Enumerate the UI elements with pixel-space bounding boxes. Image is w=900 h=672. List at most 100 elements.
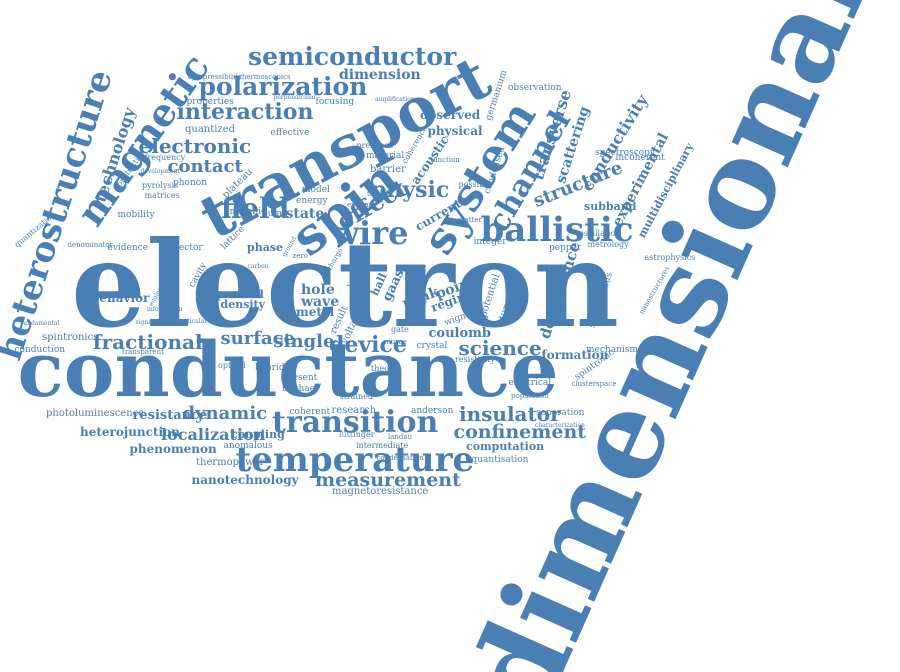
word-nanotechnology: nanotechnology [191,473,299,487]
word-matter: matter [458,215,482,224]
word-coherent: coherent [289,406,331,417]
word-observed: observed [420,108,481,122]
word-theory: theory [371,364,398,373]
word-integer: integer [473,236,507,247]
word-development: development [140,168,180,175]
word-thermoscopics: thermoscopics [239,72,291,81]
word-thermopower: thermopower [196,457,265,468]
word-energy: energy [296,195,328,206]
word-phenomenon: phenomenon [129,442,217,456]
word-properties: properties [186,96,234,107]
word-metal: metal [296,305,335,319]
word-polarization: polarization [198,71,368,101]
word-model: model [302,184,330,195]
word-presence: presence [356,141,394,150]
word-electron: electron [71,215,619,354]
word-information: information [147,306,183,313]
word-luttinger: luttinger [339,430,375,439]
word-frequency: frequency [144,153,186,162]
word-physical: physical [427,124,483,138]
word-oscillation: oscillation [579,229,621,238]
word-magnetoresistance: magnetoresistance [332,486,429,497]
word-behavior: behavior [91,291,150,305]
word-particular: particular [177,318,208,325]
word-hole: hole [301,282,335,298]
word-parallel: parallel [216,287,264,301]
word-transparent: transparent [122,347,164,356]
word-science: science [458,336,542,360]
word-fundamental: fundamental [21,320,60,327]
word-formation: formation [541,348,609,362]
word-transition: transition [272,405,439,440]
word-phase: phase [247,240,284,254]
word-intermediate: intermediate [356,441,409,450]
word-electronic: electronic [138,134,252,158]
word-dynamic: dynamic [182,403,268,424]
word-contact: contact [167,156,243,177]
word-electrical: electrical [508,377,552,388]
word-heterojunction: heterojunction [80,425,180,439]
word-incoherent: incoherent [615,152,665,163]
word-research: research [331,405,377,416]
word-mobility: mobility [117,209,155,220]
word-strained: strained [339,392,373,401]
word-wave: wave [301,294,340,310]
word-barrier: barrier [370,164,406,175]
word-function: function [430,155,460,164]
word-triplet: triplet [367,189,390,198]
word-photoluminescence: photoluminescence [46,408,145,419]
word-metrology: metrology [587,240,629,249]
word-pump: pump [262,208,288,219]
word-insulator: insulator [459,402,561,426]
word-computation: computation [466,439,545,453]
word-clusterspace: clusterspace [571,379,617,388]
word-conduction: conduction [14,344,66,355]
word-resistance: resistance [132,407,208,423]
word-zero: zero [292,251,308,260]
word-compressibility: compressibility [188,72,243,81]
word-spectroscopy: spectroscopy [595,147,656,158]
word-evidence: evidence [107,242,149,253]
word-material: material [366,150,405,161]
word-mechanism: mechanism [586,344,638,355]
word-characterization: characterization [535,422,585,429]
word-spintronics: spintronics [42,332,99,343]
word-inverse: inverse [219,319,242,326]
word-carbon: carbon [247,263,269,270]
word-density: density [220,297,266,311]
word-source: source [383,337,407,346]
word-observation: observation [508,82,562,93]
word-anomalous: anomalous [223,440,273,451]
word-hybrid: hybrid [255,362,285,373]
word-quantisation: quantisation [471,454,529,465]
word-separation: separation [536,407,585,418]
word-matrices: matrices [144,191,180,200]
word-optical: optical [218,361,246,370]
word-pepper: pepper [549,242,582,253]
word-condensation: condensation [376,453,424,462]
word-fractional: fractional [93,330,203,354]
word-exciton: exciton [347,200,373,209]
word-measurement: measurement [315,468,461,491]
word-wire: wire [331,214,409,252]
word-metallic: metallic [229,206,267,217]
word-confinement: confinement [453,420,587,443]
word-quantized: quantized [185,124,236,135]
word-michael: michael [282,383,318,394]
word-field: field [221,192,290,225]
word-focusing: focusing [315,96,355,107]
word-ballistic: ballistic [480,210,634,250]
word-perpendicular: perpendicular [273,94,317,101]
word-signature: signature [135,319,165,326]
word-bias: bias [292,263,308,272]
word-semiconductor: semiconductor [248,41,457,71]
word-landau: landau [388,432,413,441]
word-present: present [282,372,318,383]
word-dimension: dimension [339,67,421,83]
word-effective: effective [270,127,310,138]
word-single: single [273,331,335,352]
word-state: state [285,206,325,222]
word-anderson: anderson [411,405,454,416]
word-phonon: phonon [173,177,207,188]
